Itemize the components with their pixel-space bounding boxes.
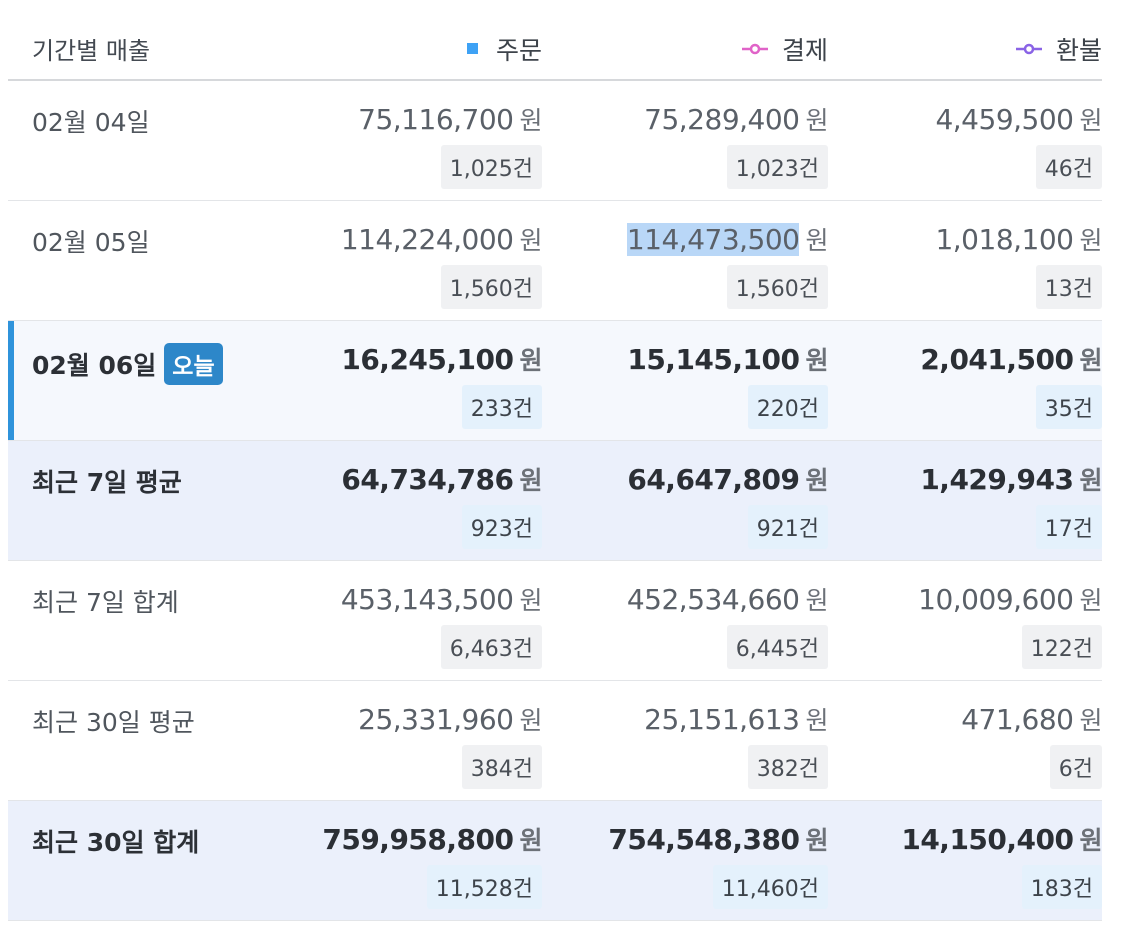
order-header-label: 주문 [495,35,542,65]
table-row: 02월 05일 114,224,000 원 1,560건 114,473,500 원 1… [8,201,1102,321]
order-count: 1,560건 [440,265,542,309]
payment-count: 1,023건 [726,145,828,189]
payment-count: 382건 [747,745,828,789]
order-amount: 75,116,700 원 [358,103,542,136]
header-refund[interactable]: 환불 [828,31,1102,67]
refund-amount: 1,429,943 원 [920,463,1102,496]
refund-count: 17건 [1035,505,1102,549]
table-row-today: 02월 06일 오늘 16,245,100 원 233건 15,145,100 원 220… [8,321,1102,441]
row-label: 02월 04일 [32,108,150,137]
order-amount: 453,143,500 원 [340,583,543,616]
payment-amount: 64,647,809 원 [627,463,828,496]
payment-amount: 15,145,100 원 [627,343,828,376]
row-label: 최근 30일 합계 [32,828,200,857]
refund-amount: 1,018,100 원 [935,223,1102,256]
refund-header-label: 환불 [1055,35,1102,65]
refund-amount: 2,041,500 원 [920,343,1102,376]
text-selection: 114,473,500 [626,223,800,256]
order-count: 6,463건 [440,625,542,669]
table-row: 02월 04일 75,116,700 원 1,025건 75,289,400 원 1,0… [8,81,1102,201]
table-row: 최근 30일 합계 759,958,800 원 11,528건 754,548,38… [8,801,1102,921]
order-amount: 25,331,960 원 [358,703,542,736]
sales-by-period-table: 기간별 매출 주문 결제 환불 02월 04일 75,116,700 원 1,025… [8,18,1102,921]
payment-count: 1,560건 [726,265,828,309]
line-dot-marker-icon [1015,43,1042,54]
refund-amount: 14,150,400 원 [901,823,1102,856]
order-count: 384건 [461,745,542,789]
refund-count: 122건 [1021,625,1102,669]
today-indicator [8,321,14,440]
table-row: 최근 7일 평균 64,734,786 원 923건 64,647,809 원 921건… [8,441,1102,561]
header-payment[interactable]: 결제 [542,31,828,67]
order-count: 923건 [461,505,542,549]
order-count: 11,528건 [426,865,542,909]
order-amount: 64,734,786 원 [341,463,542,496]
payment-count: 6,445건 [726,625,828,669]
table-row: 최근 7일 합계 453,143,500 원 6,463건 452,534,660 원… [8,561,1102,681]
refund-amount: 471,680 원 [961,703,1102,736]
table-header: 기간별 매출 주문 결제 환불 [8,18,1102,81]
row-label: 최근 30일 평균 [32,708,195,737]
table-row: 최근 30일 평균 25,331,960 원 384건 25,151,613 원 382… [8,681,1102,801]
order-amount: 759,958,800 원 [322,823,542,856]
row-label: 최근 7일 평균 [32,468,182,497]
payment-count: 220건 [747,385,828,429]
square-marker-icon [466,43,478,54]
today-badge: 오늘 [164,343,223,385]
payment-count: 921건 [747,505,828,549]
refund-amount: 4,459,500 원 [935,103,1102,136]
payment-header-label: 결제 [781,35,828,65]
row-label: 최근 7일 합계 [32,588,179,617]
refund-count: 13건 [1035,265,1102,309]
header-order[interactable]: 주문 [256,31,542,67]
payment-amount: 75,289,400 원 [644,103,828,136]
payment-amount: 452,534,660 원 [626,583,829,616]
order-amount: 16,245,100 원 [341,343,542,376]
row-label: 02월 05일 [32,228,150,257]
refund-amount: 10,009,600 원 [918,583,1102,616]
order-amount: 114,224,000 원 [340,223,543,256]
refund-count: 183건 [1021,865,1102,909]
order-count: 233건 [461,385,542,429]
payment-amount: 754,548,380 원 [608,823,828,856]
refund-count: 6건 [1049,745,1102,789]
refund-count: 46건 [1035,145,1102,189]
order-count: 1,025건 [440,145,542,189]
payment-amount: 25,151,613 원 [644,703,828,736]
line-dot-marker-icon [741,43,768,54]
row-label: 02월 06일 [32,351,157,380]
payment-amount: 114,473,500 원 [626,223,828,256]
payment-count: 11,460건 [712,865,828,909]
period-header: 기간별 매출 [32,37,151,65]
refund-count: 35건 [1035,385,1102,429]
